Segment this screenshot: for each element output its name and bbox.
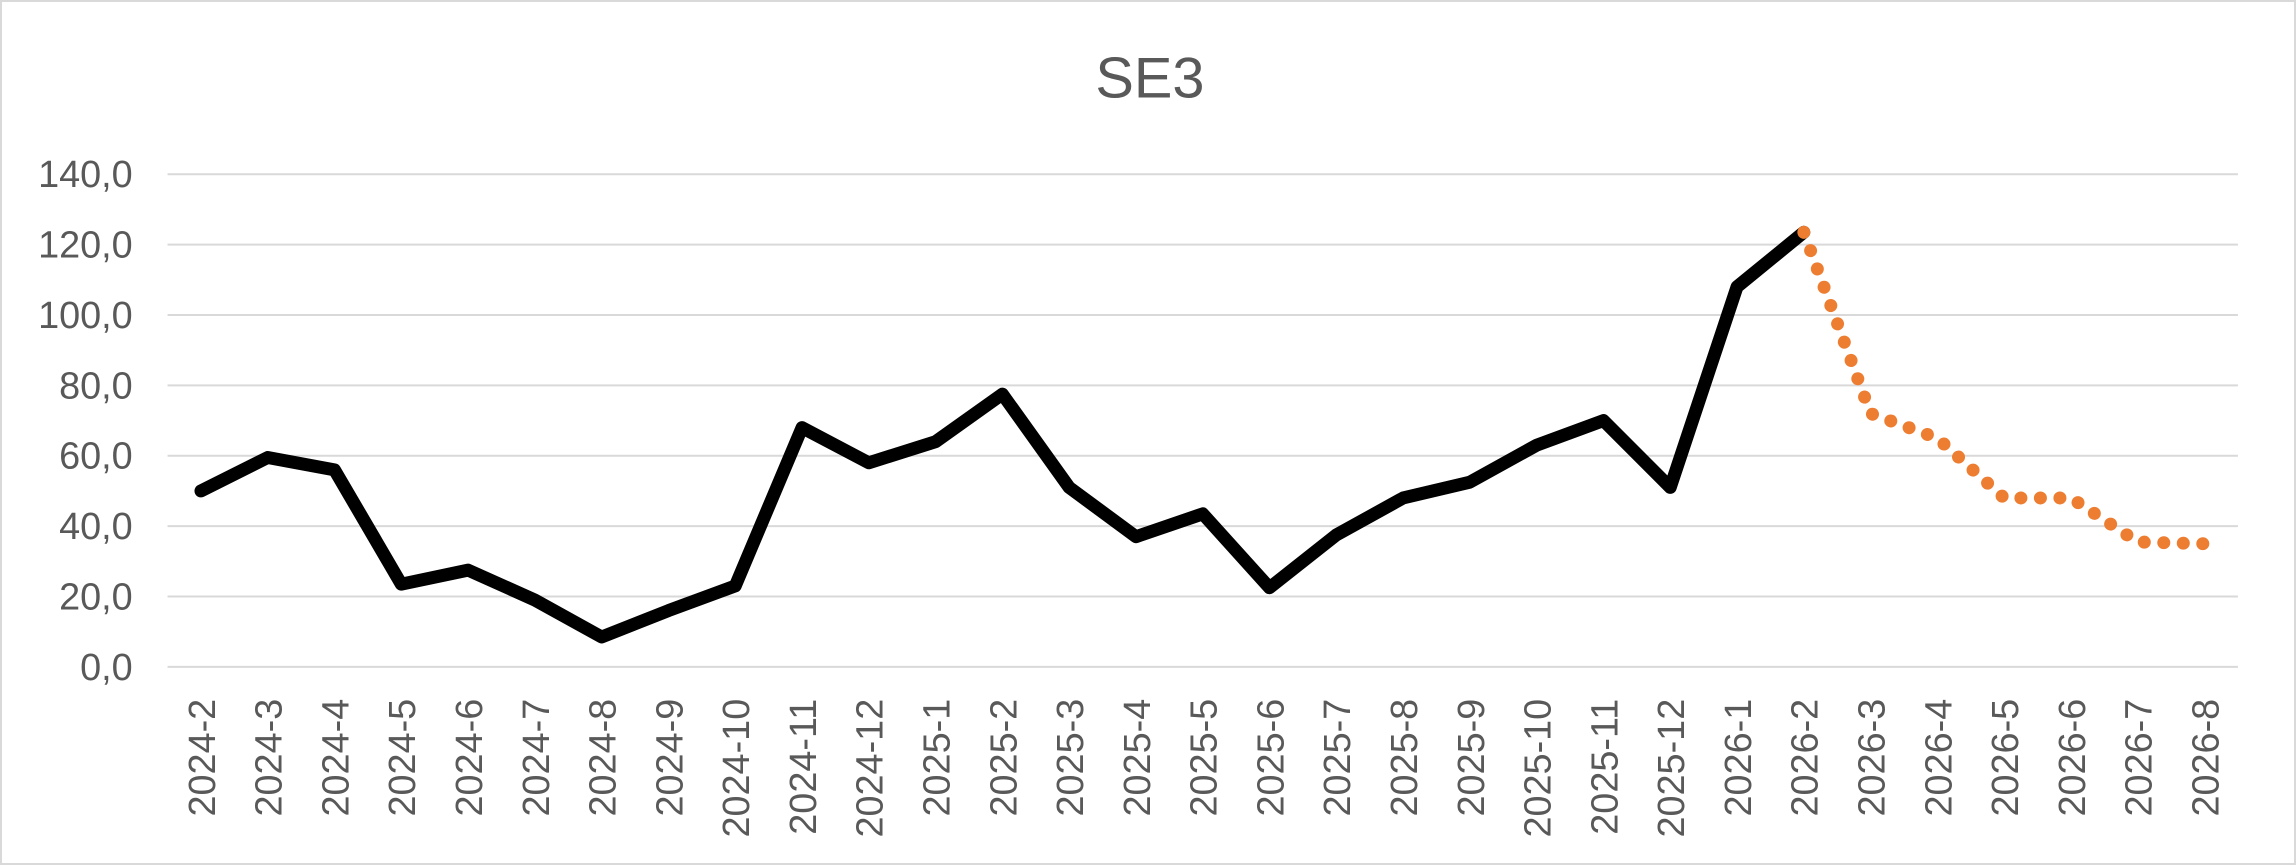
x-tick-label: 2024-2 (182, 699, 224, 817)
x-tick-label: 2026-1 (1718, 699, 1760, 817)
x-tick-label: 2024-4 (315, 699, 357, 817)
x-axis-labels: 2024-2 2024-3 2024-4 2024-5 2024-6 2024-7 2024… (182, 699, 2228, 838)
x-tick-label: 2026-6 (2052, 699, 2094, 817)
x-tick-label: 2025-2 (983, 699, 1025, 817)
y-axis-labels: 0,0 20,0 40,0 60,0 80,0 100,0 120,0 140,0 (38, 154, 133, 689)
series-line-forecast (1797, 225, 2212, 551)
x-tick-label: 2026-5 (1985, 699, 2027, 817)
x-tick-label: 2024-3 (249, 699, 291, 817)
x-tick-label: 2025-11 (1584, 699, 1626, 835)
x-tick-label: 2024-6 (449, 699, 491, 817)
x-tick-label: 2024-11 (783, 699, 825, 835)
x-tick-label: 2026-7 (2119, 699, 2161, 817)
x-tick-label: 2026-2 (1785, 699, 1827, 817)
y-tick-label: 20,0 (59, 576, 133, 618)
chart-title: SE3 (1095, 47, 1204, 111)
x-tick-label: 2024-12 (850, 699, 892, 838)
x-tick-label: 2026-3 (1852, 699, 1894, 817)
y-tick-label: 60,0 (59, 436, 133, 478)
x-tick-label: 2025-5 (1184, 699, 1226, 817)
y-tick-label: 120,0 (38, 225, 133, 267)
x-tick-label: 2025-1 (917, 699, 959, 817)
x-tick-label: 2025-12 (1651, 699, 1693, 838)
x-tick-label: 2025-10 (1518, 699, 1560, 838)
y-tick-label: 80,0 (59, 365, 133, 407)
x-tick-label: 2024-9 (649, 699, 691, 817)
y-tick-label: 40,0 (59, 506, 133, 548)
x-tick-label: 2025-7 (1317, 699, 1359, 817)
series-line-actual (194, 225, 1811, 644)
x-tick-label: 2024-7 (516, 699, 558, 817)
x-tick-label: 2024-8 (583, 699, 625, 817)
gridline-layer (167, 173, 2238, 668)
x-tick-label: 2024-5 (382, 699, 424, 817)
y-tick-label: 100,0 (38, 295, 133, 337)
y-tick-label: 140,0 (38, 154, 133, 196)
y-tick-label: 0,0 (80, 647, 133, 689)
x-tick-label: 2025-6 (1250, 699, 1292, 817)
x-tick-label: 2025-9 (1451, 699, 1493, 817)
x-tick-label: 2026-4 (1918, 699, 1960, 817)
series-layer (194, 225, 2212, 644)
x-tick-label: 2026-8 (2185, 699, 2227, 817)
x-tick-label: 2024-10 (716, 699, 758, 838)
x-tick-label: 2025-4 (1117, 699, 1159, 817)
x-tick-label: 2025-3 (1050, 699, 1092, 817)
x-tick-label: 2025-8 (1384, 699, 1426, 817)
